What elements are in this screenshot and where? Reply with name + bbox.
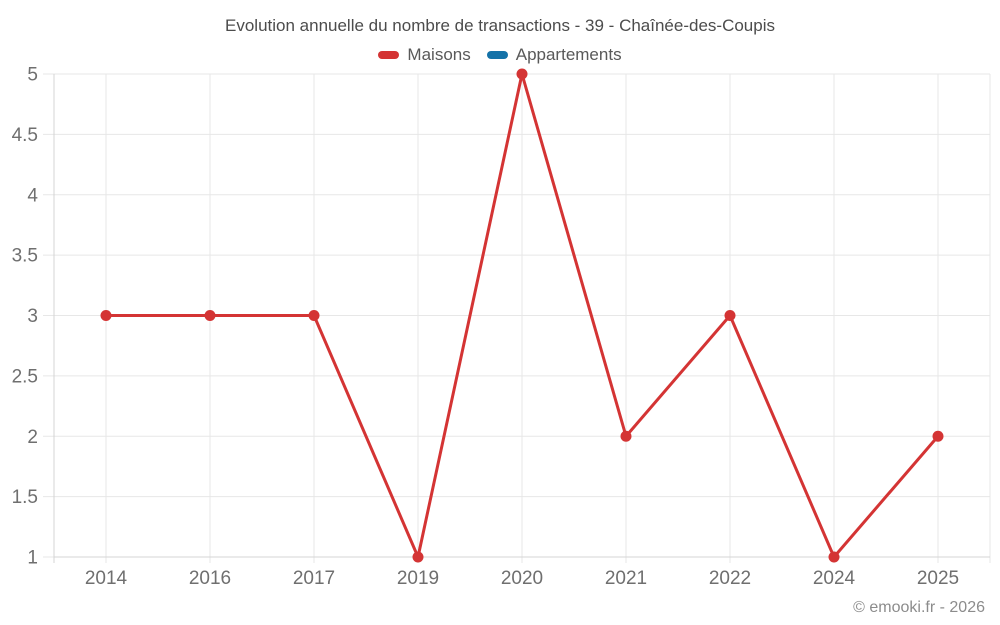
legend-item-appartements[interactable]: Appartements — [486, 45, 622, 65]
data-point-maisons[interactable] — [932, 430, 944, 442]
appartements-legend-swatch — [486, 51, 508, 59]
maisons-legend-label: Maisons — [407, 45, 471, 64]
data-point-maisons[interactable] — [516, 68, 528, 80]
y-axis-tick-label: 2.5 — [12, 366, 38, 387]
x-axis-tick-label: 2020 — [501, 568, 543, 589]
y-axis-tick-label: 3.5 — [12, 246, 38, 267]
data-point-maisons[interactable] — [204, 310, 216, 321]
data-point-maisons[interactable] — [100, 310, 112, 321]
data-point-maisons[interactable] — [724, 310, 736, 321]
data-point-maisons[interactable] — [308, 310, 320, 321]
y-axis-tick-label: 5 — [27, 65, 38, 86]
chart-title: Evolution annuelle du nombre de transact… — [225, 16, 775, 35]
appartements-legend-label: Appartements — [515, 45, 622, 64]
x-axis-tick-label: 2016 — [189, 568, 231, 589]
x-axis-tick-label: 2019 — [397, 568, 439, 589]
x-axis-tick-label: 2014 — [85, 568, 128, 589]
y-axis-tick-label: 3 — [27, 306, 38, 327]
y-axis-tick-label: 2 — [27, 427, 38, 448]
data-point-maisons[interactable] — [620, 430, 632, 442]
x-axis-tick-label: 2025 — [917, 568, 959, 589]
y-axis-tick-label: 1.5 — [12, 487, 38, 508]
y-axis-tick-label: 4.5 — [12, 125, 38, 146]
data-point-maisons[interactable] — [412, 551, 424, 563]
maisons-legend-swatch — [378, 51, 400, 59]
copyright-text: © emooki.fr - 2026 — [853, 599, 985, 616]
x-axis-tick-label: 2024 — [813, 568, 856, 589]
x-axis-tick-label: 2017 — [293, 568, 335, 589]
y-axis-tick-label: 4 — [27, 185, 38, 206]
legend-item-maisons[interactable]: Maisons — [378, 45, 471, 65]
x-axis-tick-label: 2022 — [709, 568, 751, 589]
data-point-maisons[interactable] — [828, 551, 840, 563]
x-axis-tick-label: 2021 — [605, 568, 647, 589]
chart-legend: Maisons Appartements — [0, 45, 1000, 65]
y-axis-tick-label: 1 — [27, 548, 38, 569]
